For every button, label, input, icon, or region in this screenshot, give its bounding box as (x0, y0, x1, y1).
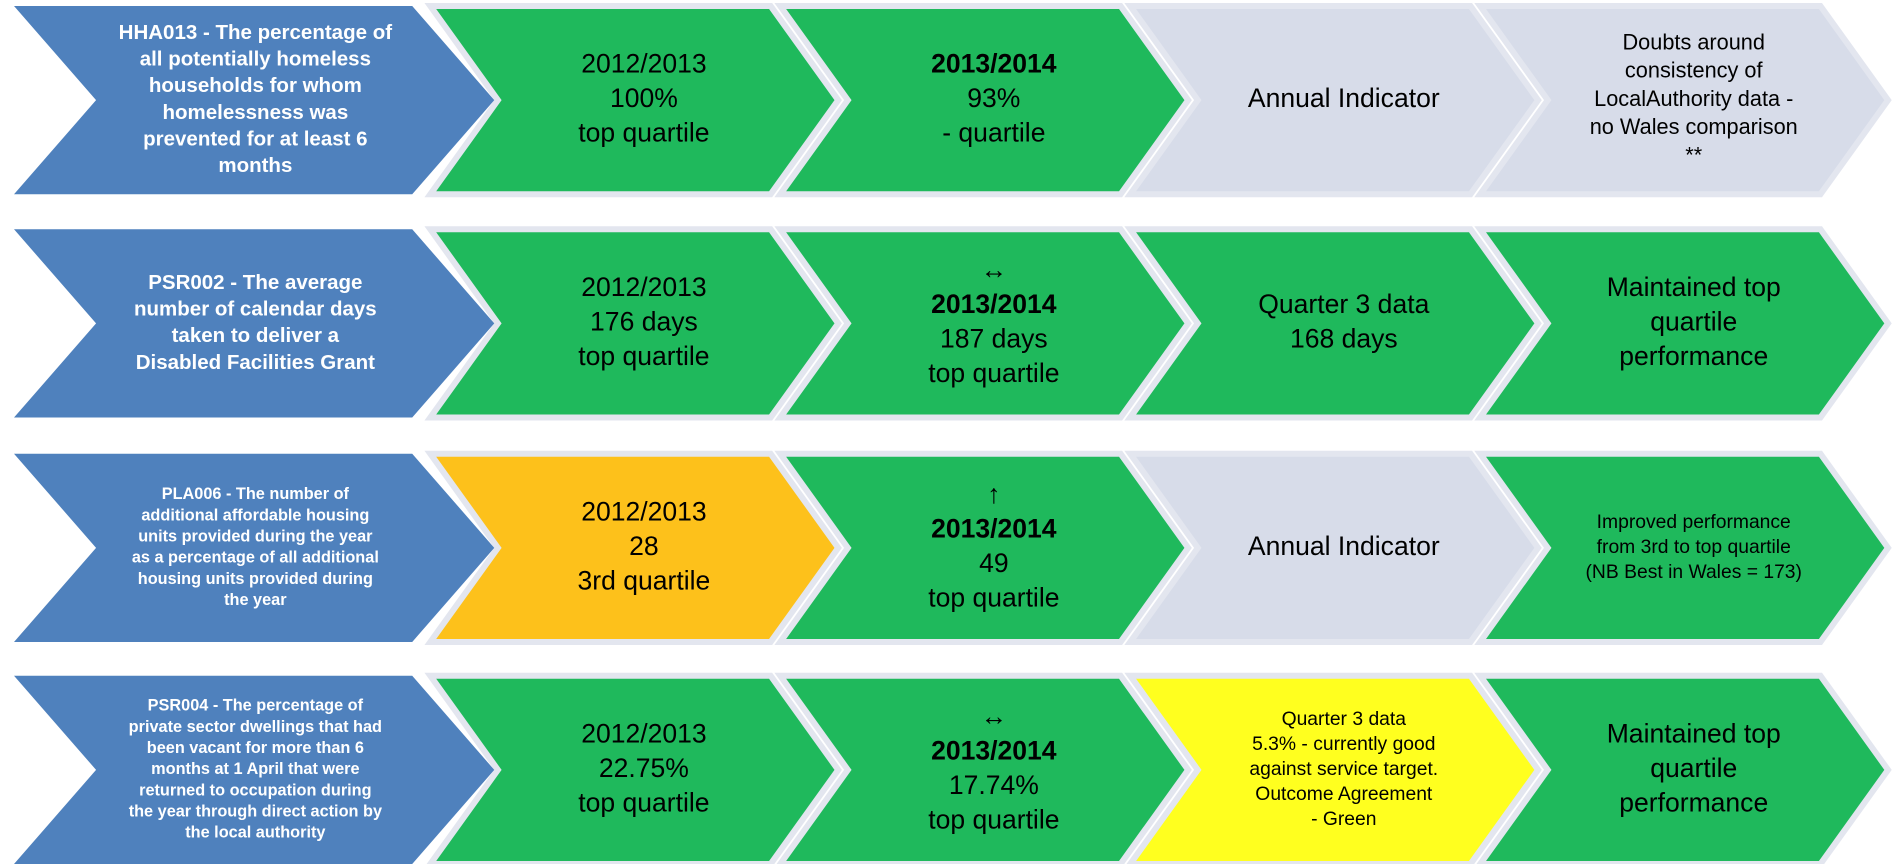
cell-text: taken to deliver a (172, 324, 340, 347)
chevron (1474, 450, 1892, 645)
cell-text: the year through direct action by (129, 803, 382, 821)
chevron (424, 672, 842, 864)
cell-text: top quartile (578, 341, 709, 371)
cell-text: number of calendar days (134, 297, 377, 320)
cell-text: 2012/2013 (581, 272, 706, 302)
cell-text: 17.74% (949, 770, 1039, 800)
cell-text: from 3rd to top quartile (1597, 537, 1791, 558)
cell-text: top quartile (928, 358, 1059, 388)
cell-text: top quartile (928, 805, 1059, 835)
cell-text: 176 days (590, 306, 698, 336)
indicator-chevron (14, 6, 495, 195)
chevron (424, 450, 842, 645)
cell-text: 2012/2013 (581, 718, 706, 748)
cell-text: - quartile (942, 118, 1045, 148)
cell-text: 3rd quartile (578, 565, 711, 595)
cell-text: 2013/2014 (931, 49, 1057, 79)
cell-text: 22.75% (599, 753, 689, 783)
chevron (1474, 3, 1892, 198)
cell-text: private sector dwellings that had (129, 718, 382, 736)
cell-text: PSR002 - The average (148, 271, 362, 294)
chevron (424, 3, 842, 198)
cell-text: top quartile (578, 787, 709, 817)
chevron (774, 3, 1192, 198)
cell-text: LocalAuthority data - (1594, 86, 1793, 111)
cell-text: months (218, 154, 292, 177)
cell-text: prevented for at least 6 (143, 128, 367, 151)
cell-text: top quartile (578, 118, 709, 148)
indicator-chevron (14, 229, 495, 418)
cell-text: 2012/2013 (581, 496, 706, 526)
cell-text: performance (1619, 787, 1768, 817)
chevron (1124, 450, 1542, 645)
indicator-chevron (14, 675, 495, 864)
chevron (1124, 226, 1542, 421)
cell-text: 100% (610, 83, 678, 113)
cell-text: housing units provided during (138, 570, 373, 588)
cell-text: Annual Indicator (1248, 531, 1440, 561)
cell-text: 93% (967, 83, 1020, 113)
indicator-chevron (14, 453, 495, 642)
cell-text: Improved performance (1597, 512, 1791, 533)
cell-text: returned to occupation during (139, 781, 371, 799)
cell-text: quartile (1650, 753, 1737, 783)
chevron (1474, 226, 1892, 421)
cell-text: as a percentage of all additional (132, 549, 379, 567)
cell-text: Annual Indicator (1248, 83, 1440, 113)
cell-text: Disabled Facilities Grant (136, 351, 375, 374)
cell-text: PSR004 - The percentage of (148, 697, 364, 715)
cell-text: quartile (1650, 306, 1737, 336)
cell-text: performance (1619, 341, 1768, 371)
chevron (774, 450, 1192, 645)
cell-text: the local authority (185, 824, 325, 842)
cell-text: Maintained top (1607, 272, 1781, 302)
cell-text: 168 days (1290, 324, 1398, 354)
cell-text: all potentially homeless (140, 48, 371, 71)
chevron (1124, 672, 1542, 864)
cell-text: ** (1685, 142, 1702, 167)
cell-text: additional affordable housing (141, 506, 369, 524)
chevron (774, 226, 1192, 421)
cell-text: been vacant for more than 6 (147, 739, 364, 757)
cell-text: against service target. (1249, 759, 1438, 780)
cell-text: homelessness was (162, 101, 348, 124)
cell-text: 2012/2013 (581, 49, 706, 79)
chevron (774, 672, 1192, 864)
cell-text: 49 (979, 548, 1009, 578)
cell-text: - Green (1311, 809, 1376, 830)
cell-text: the year (224, 591, 287, 609)
cell-text: 2013/2014 (931, 736, 1057, 766)
cell-text: 5.3% - currently good (1252, 734, 1435, 755)
cell-text: no Wales comparison (1590, 114, 1798, 139)
cell-text: Quarter 3 data (1258, 289, 1429, 319)
cell-text: PLA006 - The number of (162, 485, 350, 503)
cell-text: Doubts around (1623, 29, 1765, 54)
cell-text: units provided during the year (138, 528, 373, 546)
cell-text: Maintained top (1607, 718, 1781, 748)
cell-text: 28 (629, 531, 659, 561)
cell-text: 2013/2014 (931, 289, 1057, 319)
cell-text: households for whom (149, 74, 362, 97)
cell-text: (NB Best in Wales = 173) (1586, 562, 1802, 583)
chevron (1474, 672, 1892, 864)
cell-text: ↔ (981, 255, 1008, 285)
cell-text: 2013/2014 (931, 514, 1057, 544)
cell-text: top quartile (928, 583, 1059, 613)
cell-text: months at 1 April that were (151, 760, 359, 778)
cell-text: ↔ (981, 701, 1008, 731)
chevron (424, 226, 842, 421)
cell-text: HHA013 - The percentage of (119, 21, 393, 44)
cell-text: consistency of (1625, 58, 1764, 83)
cell-text: Outcome Agreement (1255, 784, 1433, 805)
chevron (1124, 3, 1542, 198)
cell-text: 187 days (940, 324, 1048, 354)
cell-text: ↑ (987, 479, 1000, 509)
cell-text: Quarter 3 data (1282, 709, 1407, 730)
